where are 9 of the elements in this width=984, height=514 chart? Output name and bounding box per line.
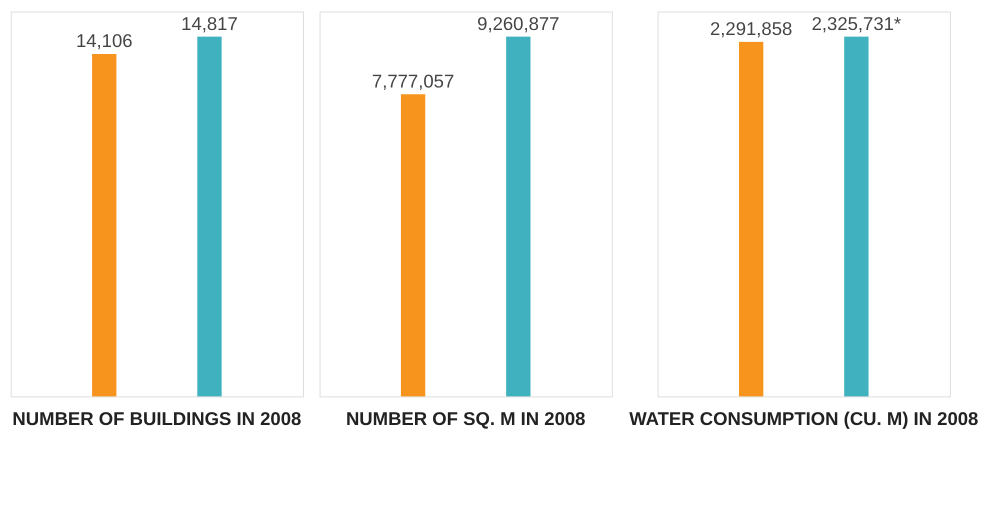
data-label: 14,817 (181, 12, 238, 34)
x-tick-label: WATER CONSUMPTION (CU. M) IN 2008 (629, 408, 978, 430)
data-label: 7,777,057 (372, 70, 454, 92)
x-tick-label: NUMBER OF SQ. M IN 2008 (346, 408, 586, 430)
data-label: 14,106 (76, 30, 133, 52)
x-tick-label: NUMBER OF BUILDINGS IN 2008 (12, 408, 302, 430)
data-label: 2,291,858 (710, 18, 792, 40)
data-label: 9,260,877 (477, 12, 560, 34)
data-label: 2,325,731* (812, 12, 902, 34)
